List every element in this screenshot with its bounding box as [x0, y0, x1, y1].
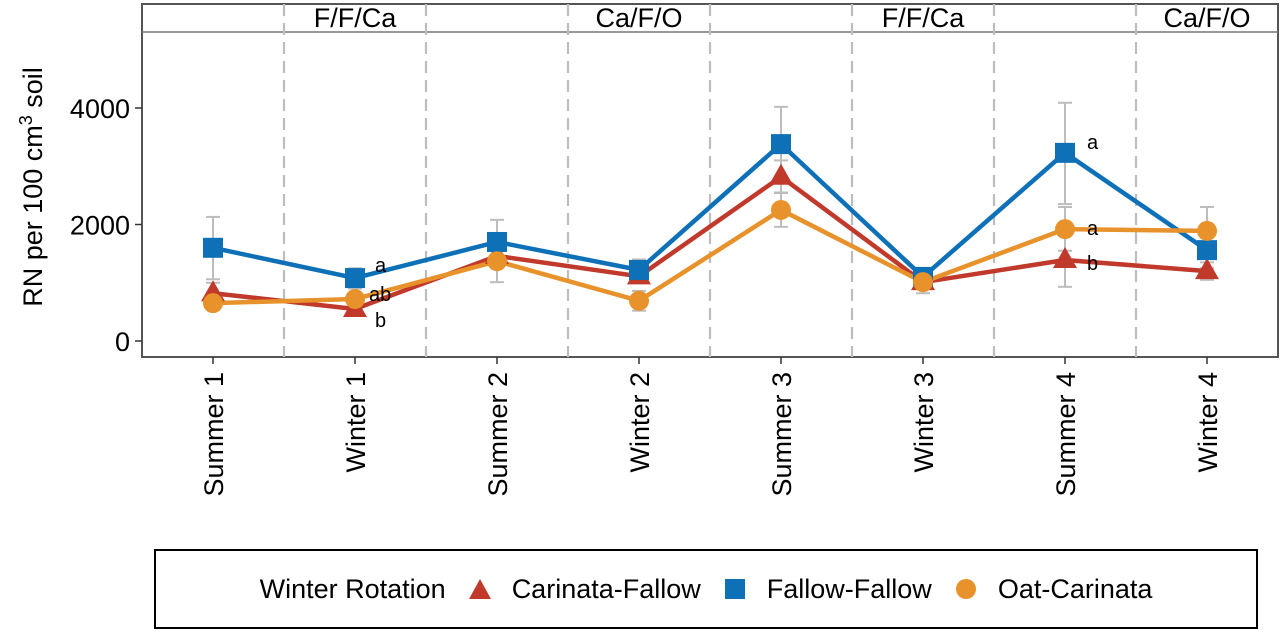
data-point-square: [345, 268, 365, 289]
x-tick-label: Summer 2: [483, 372, 513, 497]
y-tick-label: 4000: [70, 94, 130, 124]
data-point-square: [629, 259, 649, 280]
y-axis: 0 2000 4000: [70, 94, 142, 357]
square-icon: [723, 577, 747, 601]
data-point-circle: [913, 272, 933, 293]
y-axis-label-suffix: soil: [18, 67, 48, 115]
legend: Winter Rotation Carinata-Fallow Fallow-F…: [154, 549, 1258, 629]
y-axis-label-main: RN per 100 cm: [18, 125, 48, 307]
series-markers: [201, 134, 1219, 317]
y-axis-label: RN per 100 cm3 soil: [16, 67, 48, 307]
data-point-circle: [345, 289, 365, 310]
data-point-circle: [771, 199, 791, 220]
legend-label: Oat-Carinata: [997, 573, 1153, 604]
data-point-square: [1055, 142, 1075, 163]
series-line-oat-carinata: [212, 207, 1208, 306]
significance-letter: a: [1087, 132, 1099, 154]
legend-item-carinata-fallow: Carinata-Fallow: [468, 574, 701, 605]
series-line-fallow-fallow: [212, 141, 1209, 281]
significance-letter: ab: [369, 284, 391, 306]
legend-label: Carinata-Fallow: [511, 573, 701, 604]
legend-label: Fallow-Fallow: [766, 573, 932, 604]
data-point-circle: [1055, 219, 1075, 240]
x-tick-label: Winter 4: [1193, 372, 1223, 473]
x-tick-label: Winter 2: [625, 372, 655, 473]
significance-letter: a: [375, 255, 387, 277]
x-tick-label: Summer 3: [767, 372, 797, 497]
data-point-square: [203, 237, 223, 258]
x-axis: Summer 1 Winter 1 Summer 2 Winter 2 Summer 3…: [199, 357, 1223, 497]
data-point-circle: [629, 290, 649, 311]
significance-letter: b: [1087, 253, 1098, 275]
y-tick-label: 2000: [70, 211, 130, 241]
strip-label: F/F/Ca: [314, 3, 397, 33]
data-point-triangle: [1195, 258, 1219, 280]
legend-item-fallow-fallow: Fallow-Fallow: [723, 574, 932, 605]
data-point-square: [771, 134, 791, 155]
circle-icon: [954, 577, 978, 601]
strip-label: Ca/F/O: [1163, 3, 1250, 33]
data-point-square: [487, 231, 507, 252]
significance-letter: b: [375, 310, 386, 332]
data-point-circle: [203, 293, 223, 314]
y-tick-label: 0: [115, 327, 130, 357]
y-axis-label-superscript: 3: [16, 115, 36, 125]
strip-label: Ca/F/O: [595, 3, 682, 33]
significance-letter: a: [1087, 218, 1099, 240]
data-point-circle: [487, 251, 507, 272]
x-tick-label: Winter 3: [909, 372, 939, 473]
x-tick-label: Summer 4: [1051, 372, 1081, 497]
x-tick-label: Winter 1: [341, 372, 371, 473]
legend-item-oat-carinata: Oat-Carinata: [954, 573, 1153, 605]
series-lines: [212, 141, 1209, 312]
data-point-square: [1197, 240, 1217, 261]
data-point-circle: [1197, 220, 1217, 241]
data-point-triangle: [769, 163, 793, 185]
data-point-triangle: [1053, 247, 1077, 269]
strip-label: F/F/Ca: [882, 3, 965, 33]
series-line-carinata-fallow: [212, 174, 1208, 312]
triangle-icon: [468, 577, 492, 601]
legend-title: Winter Rotation: [259, 573, 446, 604]
season-dividers: [282, 4, 1138, 357]
x-tick-label: Summer 1: [199, 372, 229, 497]
